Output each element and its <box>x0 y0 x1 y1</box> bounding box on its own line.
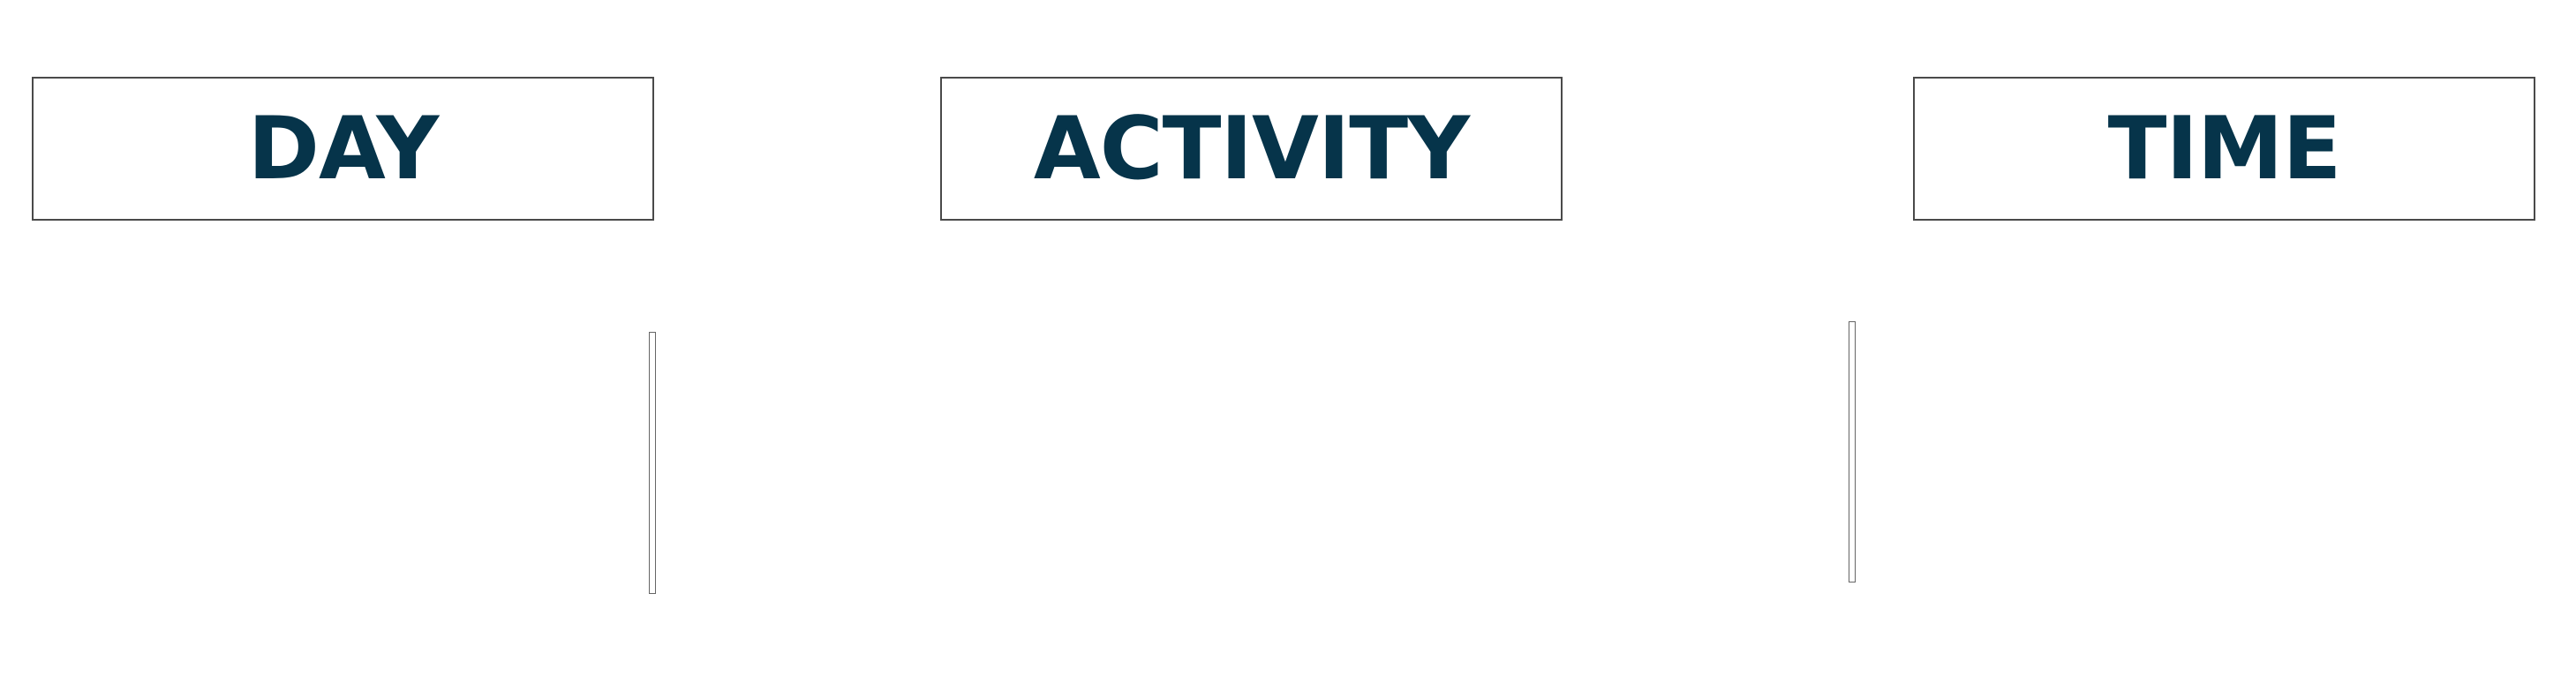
time-header-box: TIME <box>1913 77 2535 221</box>
time-header-label: TIME <box>2107 98 2342 199</box>
day-header-label: DAY <box>247 98 440 199</box>
column-divider-right <box>1849 321 1856 582</box>
day-header-box: DAY <box>32 77 654 221</box>
column-divider-left <box>649 332 656 594</box>
activity-header-label: ACTIVITY <box>1033 98 1470 199</box>
activity-header-box: ACTIVITY <box>940 77 1563 221</box>
